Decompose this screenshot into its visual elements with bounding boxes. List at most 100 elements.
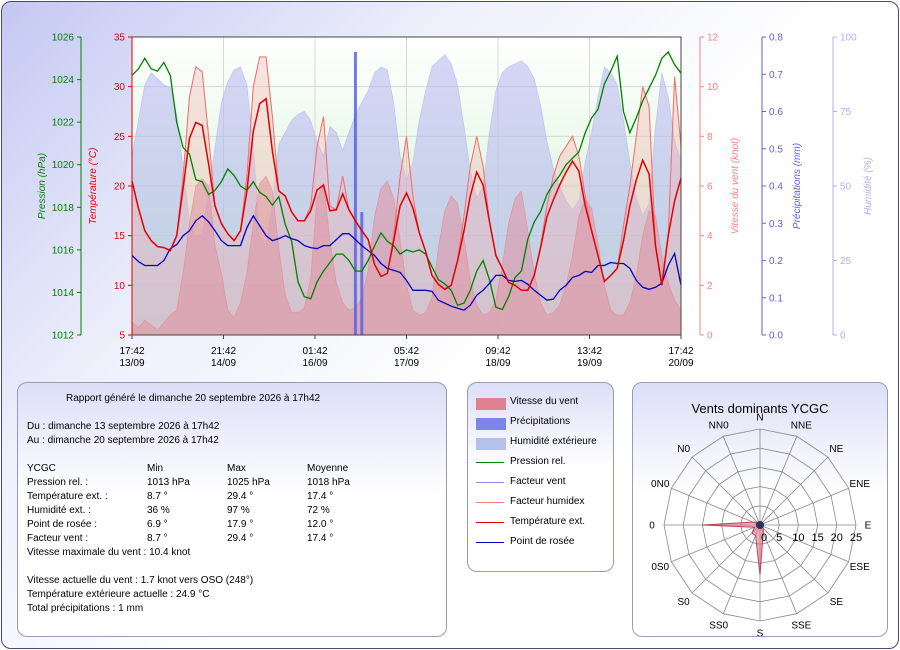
- legend-item: Précipitations: [476, 416, 611, 430]
- table-row-label: Point de rosée :: [27, 519, 98, 530]
- x-tick-label-date: 17/09: [394, 358, 419, 369]
- wind-axis-tick-label: 4: [707, 231, 713, 242]
- table-header-mean: Moyenne: [307, 463, 349, 474]
- legend-label: Précipitations: [510, 416, 571, 427]
- table-header-max: Max: [227, 463, 246, 474]
- legend-label: Pression rel.: [510, 456, 566, 467]
- wind-rose-direction-label: NNE: [791, 421, 812, 432]
- precip-axis-tick-label: 0.4: [769, 182, 783, 193]
- x-tick-label-time: 05:42: [394, 346, 419, 357]
- wind-rose-spoke: [691, 456, 761, 526]
- wind-rose-direction-label: ESE: [850, 562, 870, 573]
- wind-rose-title: Vents dominants YCGC: [691, 401, 828, 416]
- x-tick-label-date: 14/09: [211, 358, 236, 369]
- wind-axis-tick-label: 10: [707, 82, 719, 93]
- x-tick-label-time: 13:42: [577, 346, 602, 357]
- wind-rose-scale-label: 25: [850, 532, 862, 544]
- precip-bar: [353, 51, 357, 336]
- x-tick-label-time: 21:42: [211, 346, 236, 357]
- pressure-axis-tick-label: 1016: [52, 245, 75, 256]
- report-panel: Rapport généré le dimanche 20 septembre …: [17, 382, 447, 637]
- table-row-label: Humidité ext. :: [27, 505, 91, 516]
- wind-rose-direction-label: ENE: [849, 479, 870, 490]
- temperature-axis-tick-label: 35: [114, 33, 126, 44]
- report-current-temp: Température extérieure actuelle : 24.9 °…: [27, 589, 210, 600]
- humidity-axis-tick-label: 50: [840, 182, 852, 193]
- wind-rose-spoke: [671, 487, 761, 526]
- x-tick-label-time: 01:42: [302, 346, 327, 357]
- x-tick-label-date: 13/09: [119, 358, 144, 369]
- x-tick-label-time: 17:42: [668, 346, 693, 357]
- legend-swatch: [476, 418, 506, 430]
- wind-axis-tick-label: 8: [707, 132, 713, 143]
- precip-axis-tick-label: 0.0: [769, 331, 783, 342]
- pressure-axis-tick-label: 1012: [52, 331, 75, 342]
- wind-rose-spoke: [759, 524, 798, 614]
- temperature-axis-tick-label: 20: [114, 182, 126, 193]
- wind-rose-spoke: [759, 524, 829, 594]
- precip-axis-tick-label: 0.5: [769, 144, 783, 155]
- legend-swatch: [476, 542, 504, 543]
- wind-rose-scale-label: 20: [831, 532, 843, 544]
- x-tick-label-date: 18/09: [485, 358, 510, 369]
- pressure-axis-tick-label: 1018: [52, 203, 75, 214]
- precip-axis-title: Précipitations (mm): [792, 143, 803, 229]
- pressure-axis-tick-label: 1014: [52, 288, 75, 299]
- wind-axis-tick-label: 2: [707, 281, 713, 292]
- table-cell: 17.4 °: [307, 491, 334, 502]
- wind-axis-tick-label: 6: [707, 182, 713, 193]
- legend-label: Facteur vent: [510, 476, 566, 487]
- legend-item: Vitesse du vent: [476, 396, 611, 410]
- temperature-axis-title: Température (°C): [88, 148, 99, 225]
- table-cell: 12.0 °: [307, 519, 334, 530]
- main-chart: 17:4213/0921:4214/0901:4216/0905:4217/09…: [37, 33, 874, 370]
- wind-speed-series: [131, 175, 682, 336]
- pressure-axis-tick-label: 1022: [52, 118, 75, 129]
- report-max-wind: Vitesse maximale du vent : 10.4 knot: [27, 547, 191, 558]
- wind-rose-direction-label: SSE: [791, 620, 811, 631]
- legend-item: Facteur vent: [476, 476, 611, 490]
- legend-label: Facteur humidex: [510, 496, 585, 507]
- wind-rose-spoke: [759, 524, 849, 563]
- temperature-axis-tick-label: 5: [119, 331, 125, 342]
- pressure-axis-title: Pression (hPa): [37, 153, 48, 219]
- legend-label: Vitesse du vent: [510, 396, 579, 407]
- report-from: Du : dimanche 13 septembre 2026 à 17h42: [27, 421, 220, 432]
- legend-swatch: [476, 502, 504, 503]
- humidity-axis-tick-label: 25: [840, 256, 852, 267]
- wind-rose-direction-label: SE: [830, 597, 844, 608]
- wind-rose-direction-label: N0: [677, 444, 690, 455]
- x-tick-label-date: 19/09: [577, 358, 602, 369]
- table-cell: 29.4 °: [227, 491, 254, 502]
- legend-swatch: [476, 482, 504, 483]
- wind-rose-direction-label: N: [756, 413, 763, 424]
- wind-axis-title: Vitesse du vent (knot): [730, 138, 741, 235]
- precip-axis-tick-label: 0.8: [769, 33, 783, 44]
- table-row-label: Pression rel. :: [27, 477, 89, 488]
- legend-panel: Vitesse du vent Précipitations Humidité ex…: [467, 382, 614, 572]
- table-cell: 17.9 °: [227, 519, 254, 530]
- humidity-axis-tick-label: 0: [840, 331, 846, 342]
- x-tick-label-date: 20/09: [668, 358, 693, 369]
- pressure-axis-tick-label: 1024: [52, 75, 75, 86]
- report-header: Rapport généré le dimanche 20 septembre …: [66, 393, 321, 404]
- wind-rose-direction-label: S: [757, 629, 764, 637]
- wind-rose-scale-label: 15: [811, 532, 823, 544]
- temperature-axis-tick-label: 15: [114, 231, 126, 242]
- wind-rose-direction-label: SS0: [709, 620, 728, 631]
- wind-rose-direction-label: 0S0: [651, 562, 669, 573]
- table-cell: 97 %: [227, 505, 250, 516]
- precip-axis-tick-label: 0.1: [769, 293, 783, 304]
- humidity-axis-tick-label: 100: [840, 33, 857, 44]
- table-cell: 6.9 °: [147, 519, 168, 530]
- wind-rose-panel: Vents dominants YCGC N NNE NE ENE E ESE SE SSE S S…: [632, 382, 888, 640]
- wind-rose-spoke: [759, 487, 849, 526]
- report-total-precip: Total précipitations : 1 mm: [27, 603, 144, 614]
- temperature-axis-tick-label: 10: [114, 281, 126, 292]
- x-tick-label-time: 17:42: [119, 346, 144, 357]
- wind-axis-tick-label: 0: [707, 331, 713, 342]
- wind-rose-center: [756, 521, 764, 529]
- legend-item: Température ext.: [476, 516, 611, 530]
- wind-rose-spoke: [671, 524, 761, 563]
- wind-rose-direction-label: NE: [829, 444, 843, 455]
